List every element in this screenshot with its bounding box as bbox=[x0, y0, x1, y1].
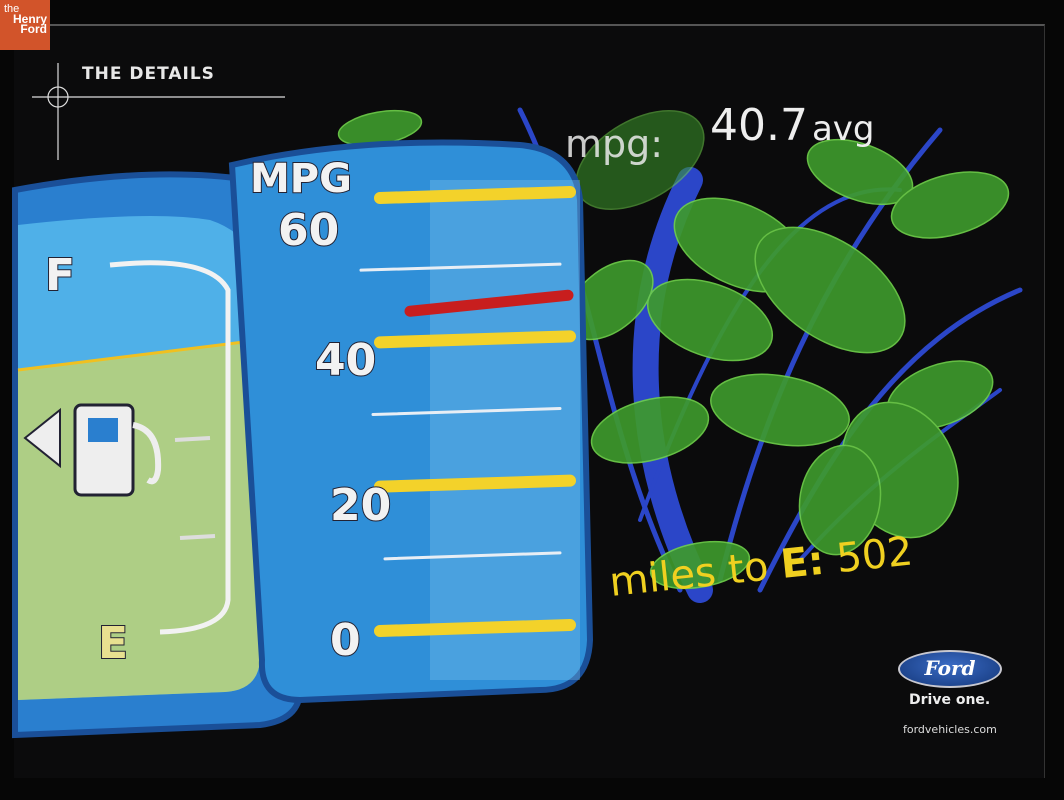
mpg-suffix: avg bbox=[811, 109, 875, 149]
henry-ford-watermark: the Henry Ford bbox=[0, 0, 50, 50]
mpg-gauge: MPG 60 40 20 0 bbox=[228, 139, 594, 704]
ford-logo: Ford bbox=[898, 650, 1002, 688]
scale-label-60: 60 bbox=[278, 205, 339, 256]
mpg-tick-40 bbox=[374, 330, 576, 349]
mpg-tick-50 bbox=[359, 262, 562, 272]
leaves bbox=[337, 109, 1010, 590]
scale-label-20: 20 bbox=[330, 480, 391, 531]
fuel-empty-label: E bbox=[98, 618, 128, 669]
mpg-tick-30 bbox=[371, 407, 562, 416]
mpg-value: 40.7 bbox=[710, 100, 808, 151]
fuel-level-fill bbox=[18, 340, 260, 700]
crosshair-icon bbox=[32, 63, 285, 160]
miles-e: E: bbox=[778, 537, 827, 588]
website-url: fordvehicles.com bbox=[903, 723, 997, 736]
mpg-tick-20 bbox=[374, 474, 576, 493]
mpg-label: mpg: bbox=[565, 122, 664, 166]
fuel-pump-icon bbox=[23, 403, 162, 497]
mpg-tick-60 bbox=[374, 186, 576, 204]
fuel-full-label: F bbox=[45, 250, 75, 301]
mpg-needle bbox=[404, 289, 574, 317]
watermark-the: the bbox=[4, 3, 20, 15]
fuel-gauge: F E bbox=[12, 171, 303, 739]
mpg-average: 40.7 avg bbox=[710, 100, 875, 151]
scale-label-0: 0 bbox=[330, 615, 361, 666]
miles-value: 502 bbox=[834, 528, 915, 583]
watermark-henry: Henry bbox=[12, 12, 47, 26]
scale-label-40: 40 bbox=[315, 335, 376, 386]
mpg-tick-10 bbox=[383, 551, 562, 561]
mpg-tick-0 bbox=[374, 619, 576, 637]
section-title: THE DETAILS bbox=[82, 64, 215, 84]
mpg-ticks bbox=[359, 186, 576, 637]
watermark-ford: Ford bbox=[20, 22, 47, 36]
tagline: Drive one. bbox=[909, 692, 991, 708]
mpg-unit-label: MPG bbox=[250, 156, 352, 202]
